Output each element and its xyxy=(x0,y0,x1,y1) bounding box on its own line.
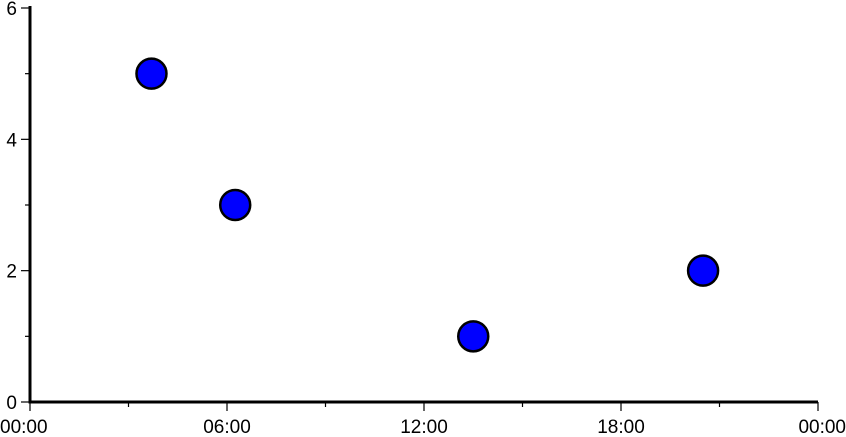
y-tick-label: 2 xyxy=(6,262,17,283)
ticks xyxy=(21,7,819,411)
x-tick-label: 00:00 xyxy=(798,417,846,437)
x-tick-label: 18:00 xyxy=(597,417,645,437)
y-tick-label: 6 xyxy=(6,0,17,20)
x-tick-label: 06:00 xyxy=(203,417,251,437)
data-point xyxy=(686,254,720,287)
data-point xyxy=(457,320,490,353)
data-point xyxy=(218,188,252,222)
x-tick-label: 00:00 xyxy=(0,417,48,437)
x-tick-label: 12:00 xyxy=(400,417,448,437)
data-points xyxy=(135,57,720,353)
y-tick-label: 4 xyxy=(6,130,17,151)
y-tick-label: 0 xyxy=(6,393,17,414)
data-point xyxy=(135,57,168,90)
